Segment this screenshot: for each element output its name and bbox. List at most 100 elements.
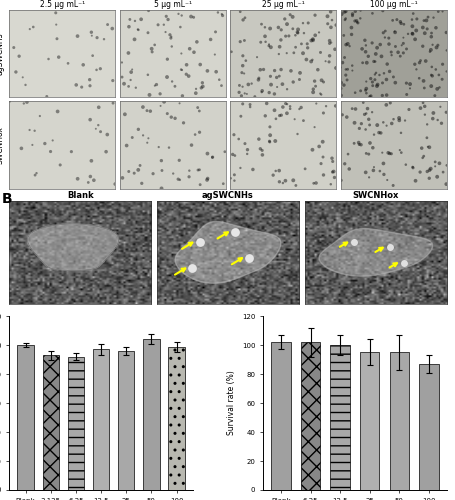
Point: [135, 26, 142, 34]
Point: [15, 52, 23, 60]
Point: [338, 58, 345, 66]
Point: [316, 90, 323, 98]
Point: [149, 170, 157, 177]
Point: [356, 6, 364, 14]
Point: [187, 141, 195, 149]
Point: [308, 56, 315, 64]
Point: [384, 149, 391, 157]
Point: [259, 66, 267, 74]
Point: [219, 180, 227, 188]
Point: [344, 40, 351, 48]
Point: [368, 78, 375, 86]
Point: [19, 74, 26, 82]
Point: [350, 119, 357, 127]
Point: [156, 90, 163, 98]
Point: [415, 168, 423, 176]
Point: [404, 106, 412, 114]
Point: [379, 29, 386, 37]
Point: [240, 36, 248, 44]
Point: [241, 140, 248, 147]
Point: [308, 36, 316, 44]
Point: [128, 66, 136, 74]
Point: [380, 34, 388, 42]
Point: [425, 143, 432, 151]
Point: [383, 60, 390, 68]
Point: [378, 148, 385, 156]
Point: [286, 102, 293, 110]
Text: B: B: [2, 192, 13, 206]
Point: [373, 121, 380, 129]
Point: [299, 49, 306, 57]
Point: [228, 150, 236, 158]
Point: [431, 66, 439, 74]
Point: [442, 180, 449, 188]
Point: [389, 115, 396, 123]
Point: [177, 66, 184, 74]
Point: [384, 34, 392, 42]
Point: [270, 66, 278, 74]
Point: [341, 71, 349, 79]
Point: [299, 116, 306, 124]
Point: [275, 166, 282, 174]
Point: [351, 88, 358, 96]
Point: [362, 110, 369, 118]
Point: [283, 49, 290, 57]
Point: [344, 150, 351, 158]
Point: [365, 92, 373, 100]
Point: [95, 104, 102, 112]
Point: [278, 103, 286, 111]
Point: [47, 148, 54, 156]
Point: [273, 83, 280, 91]
Point: [283, 110, 290, 118]
Point: [366, 74, 374, 82]
Point: [171, 82, 178, 90]
Point: [325, 58, 332, 66]
Point: [221, 148, 228, 156]
Point: [31, 126, 38, 134]
Point: [238, 62, 246, 70]
Point: [330, 174, 338, 182]
Point: [399, 40, 406, 48]
Point: [387, 51, 394, 59]
Point: [417, 144, 425, 152]
Point: [323, 12, 330, 20]
Bar: [300, 342, 319, 490]
Point: [347, 30, 354, 38]
Point: [430, 158, 438, 166]
Point: [366, 92, 374, 100]
Point: [265, 42, 272, 50]
Point: [236, 164, 243, 172]
Point: [151, 41, 158, 49]
Point: [148, 45, 155, 53]
Point: [85, 178, 92, 186]
Point: [195, 107, 202, 115]
Point: [54, 108, 61, 116]
Point: [351, 105, 359, 113]
Point: [345, 42, 353, 50]
Point: [261, 112, 268, 120]
Point: [339, 32, 347, 40]
Point: [281, 100, 288, 108]
Point: [356, 87, 364, 95]
Point: [217, 10, 225, 18]
Point: [371, 58, 378, 66]
Point: [26, 25, 33, 33]
Point: [237, 92, 244, 100]
Point: [358, 45, 365, 53]
Point: [164, 16, 172, 24]
Point: [258, 87, 265, 95]
Y-axis label: SWCNHox: SWCNHox: [0, 126, 5, 164]
Point: [196, 180, 203, 188]
Point: [353, 18, 360, 26]
Point: [309, 180, 317, 188]
Point: [408, 22, 415, 30]
Point: [257, 38, 264, 46]
Point: [266, 72, 273, 80]
Point: [421, 57, 429, 65]
Point: [174, 10, 182, 18]
Point: [428, 114, 435, 122]
Point: [281, 32, 288, 40]
Point: [390, 28, 397, 36]
Point: [125, 49, 132, 57]
Point: [371, 50, 379, 58]
